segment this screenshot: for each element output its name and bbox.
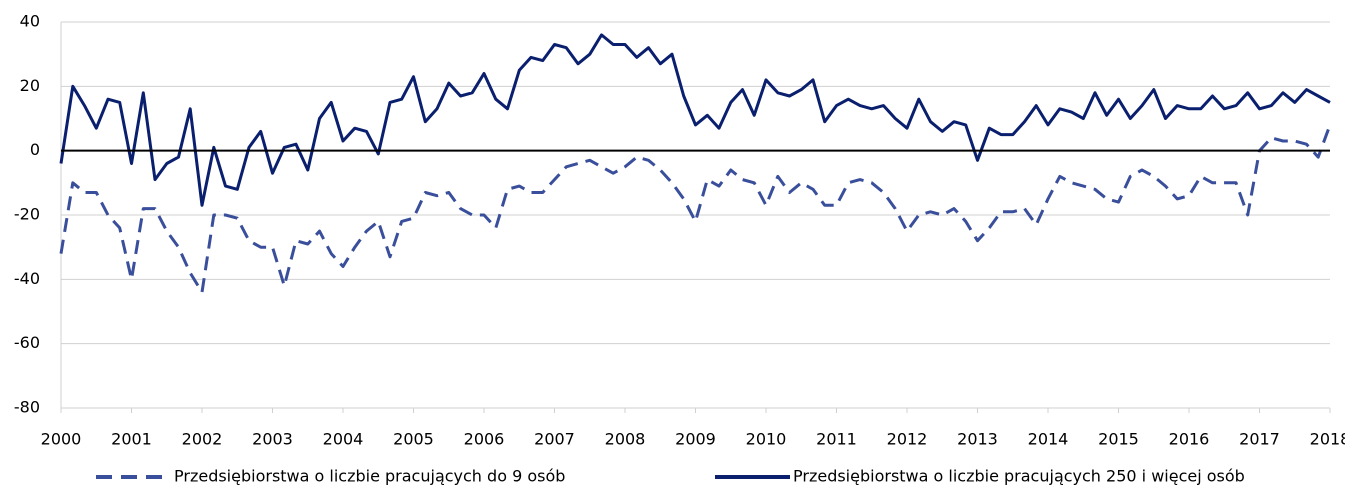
legend-label: Przedsiębiorstwa o liczbie pracujących d… [174, 467, 565, 486]
x-tick-label: 2004 [323, 430, 364, 449]
x-tick-label: 2002 [182, 430, 223, 449]
x-tick-label: 2017 [1239, 430, 1280, 449]
x-tick-label: 2001 [111, 430, 152, 449]
y-tick-label: -40 [14, 269, 40, 288]
x-tick-label: 2007 [534, 430, 575, 449]
x-tick-label: 2000 [41, 430, 82, 449]
x-tick-label: 2012 [887, 430, 928, 449]
y-tick-label: 20 [20, 76, 40, 95]
x-tick-label: 2013 [957, 430, 998, 449]
series-line [59, 124, 1332, 294]
x-tick-label: 2009 [675, 430, 716, 449]
legend-label: Przedsiębiorstwa o liczbie pracujących 2… [793, 467, 1245, 486]
x-tick-label: 2011 [816, 430, 857, 449]
x-tick-label: 2016 [1169, 430, 1210, 449]
y-tick-label: -20 [14, 205, 40, 224]
y-tick-label: 40 [20, 12, 40, 31]
x-tick-label: 2015 [1098, 430, 1139, 449]
y-tick-label: -60 [14, 333, 40, 352]
x-tick-label: 2006 [464, 430, 505, 449]
x-tick-label: 2005 [393, 430, 434, 449]
x-tick-label: 2018 [1310, 430, 1345, 449]
x-tick-label: 2008 [605, 430, 646, 449]
x-tick-label: 2014 [1028, 430, 1069, 449]
x-tick-label: 2003 [252, 430, 293, 449]
y-tick-label: 0 [30, 140, 40, 159]
x-tick-label: 2010 [746, 430, 787, 449]
series-line [59, 33, 1331, 207]
y-tick-label: -80 [14, 398, 40, 417]
